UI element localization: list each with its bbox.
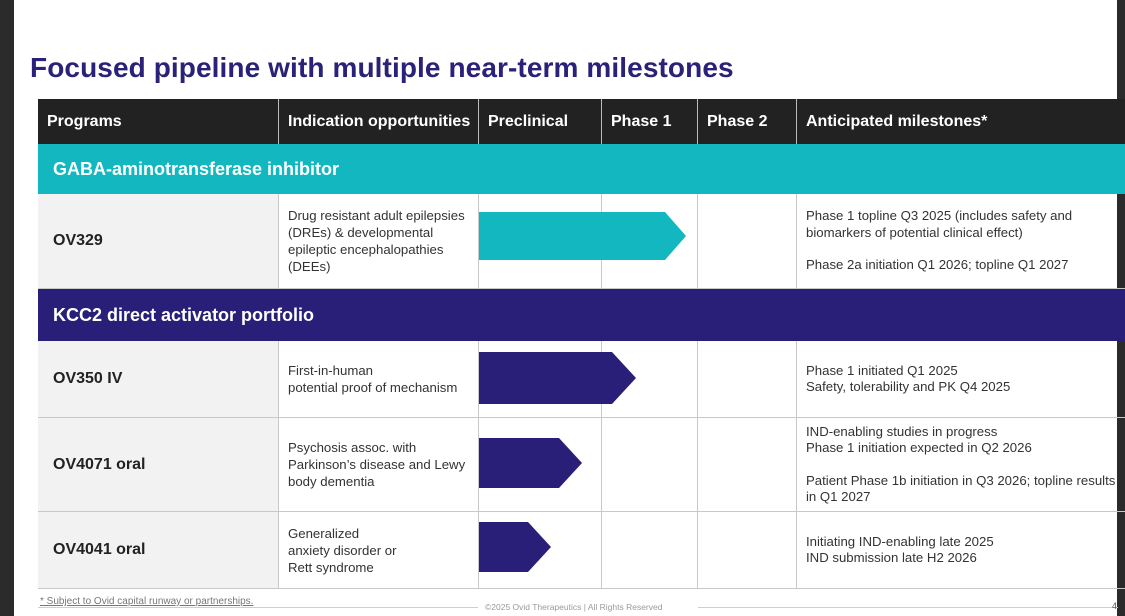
milestone-line: Safety, tolerability and PK Q4 2025 [806, 379, 1011, 394]
preclinical-cell [479, 512, 602, 588]
indication-line: Rett syndrome [288, 559, 374, 575]
milestone-line: Phase 1 topline Q3 2025 (includes safety… [806, 208, 1073, 224]
progress-arrow-ov4041 [479, 522, 551, 572]
page-number: 4 [1112, 601, 1118, 611]
indication-text: Generalized anxiety disorder or Rett syn… [279, 512, 479, 588]
milestone-line: in Q1 2027 [806, 489, 871, 504]
program-name: OV4071 oral [38, 418, 279, 511]
section-band-kcc2: KCC2 direct activator portfolio [38, 289, 1125, 341]
phase2-cell [698, 341, 797, 417]
phase1-cell [602, 341, 698, 417]
table-row-ov4041: OV4041 oral Generalized anxiety disorder… [38, 512, 1125, 589]
milestone-line: Patient Phase 1b initiation in Q3 2026; … [806, 472, 1116, 488]
indication-line: (DEEs) [288, 259, 331, 274]
indication-line: Generalized [288, 525, 360, 541]
phase2-cell [698, 418, 797, 511]
milestone-line: IND submission late H2 2026 [806, 550, 977, 565]
phase1-cell [602, 512, 698, 588]
progress-arrow-ov329 [479, 212, 686, 260]
header-preclinical: Preclinical [479, 99, 602, 144]
indication-line: (DREs) & developmental [288, 225, 434, 240]
indication-line: First-in-human [288, 363, 374, 378]
copyright: ©2025 Ovid Therapeutics | All Rights Res… [485, 602, 663, 612]
indication-line: body dementia [288, 474, 375, 489]
indication-line: potential proof of mechanism [288, 380, 458, 395]
milestone-line: Phase 1 initiated Q1 2025 [806, 362, 958, 378]
phase2-cell [698, 194, 797, 288]
indication-line: Drug resistant adult epilepsies [288, 208, 465, 223]
footnote: * Subject to Ovid capital runway or part… [40, 596, 254, 607]
phase2-cell [698, 512, 797, 588]
milestones-text: Phase 1 initiated Q1 2025 Safety, tolera… [797, 341, 1125, 417]
milestone-line: Initiating IND-enabling late 2025 [806, 533, 994, 549]
header-phase2: Phase 2 [698, 99, 797, 144]
indication-line: anxiety disorder or [288, 542, 397, 558]
preclinical-cell [479, 418, 602, 511]
table-header-row: Programs Indication opportunities Precli… [38, 99, 1125, 144]
left-window-edge [0, 0, 14, 616]
table-row-ov350: OV350 IV First-in-human potential proof … [38, 341, 1125, 418]
milestones-text: Initiating IND-enabling late 2025 IND su… [797, 512, 1125, 588]
indication-text: Drug resistant adult epilepsies (DREs) &… [279, 194, 479, 288]
header-indication: Indication opportunities [279, 99, 479, 144]
milestone-line: IND-enabling studies in progress [806, 423, 998, 439]
program-name: OV4041 oral [38, 512, 279, 588]
header-phase1: Phase 1 [602, 99, 698, 144]
milestone-line: biomarkers of potential clinical effect) [806, 224, 1023, 240]
indication-line: Parkinson’s disease and Lewy [288, 457, 466, 472]
page-title: Focused pipeline with multiple near-term… [30, 52, 734, 83]
milestones-text: IND-enabling studies in progress Phase 1… [797, 418, 1125, 511]
indication-line: Psychosis assoc. with [288, 440, 417, 455]
progress-arrow-ov350 [479, 352, 636, 404]
progress-arrow-ov4071 [479, 438, 582, 488]
milestone-line: Phase 1 initiation expected in Q2 2026 [806, 440, 1032, 455]
table-row-ov329: OV329 Drug resistant adult epilepsies (D… [38, 194, 1125, 289]
pipeline-table: Programs Indication opportunities Precli… [38, 99, 1125, 589]
indication-text: First-in-human potential proof of mechan… [279, 341, 479, 417]
phase1-cell [602, 418, 698, 511]
indication-line: epileptic encephalopathies [288, 242, 444, 257]
header-programs: Programs [38, 99, 279, 144]
phase1-cell [602, 194, 698, 288]
indication-text: Psychosis assoc. with Parkinson’s diseas… [279, 418, 479, 511]
program-name: OV350 IV [38, 341, 279, 417]
table-row-ov4071: OV4071 oral Psychosis assoc. with Parkin… [38, 418, 1125, 512]
milestone-line: Phase 2a initiation Q1 2026; topline Q1 … [806, 257, 1069, 273]
header-milestones: Anticipated milestones* [806, 112, 988, 130]
program-name: OV329 [38, 194, 279, 288]
milestones-text: Phase 1 topline Q3 2025 (includes safety… [797, 194, 1125, 288]
section-band-gaba: GABA-aminotransferase inhibitor [38, 144, 1125, 194]
